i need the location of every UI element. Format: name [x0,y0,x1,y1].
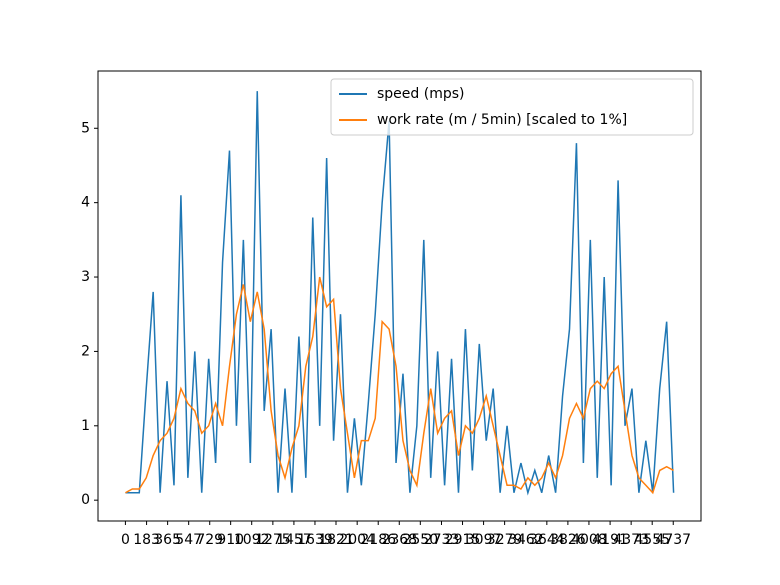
x-tick-label: 3462 [508,532,544,548]
x-tick-label: 183 [133,532,160,548]
x-tick-label: 3826 [550,532,586,548]
x-tick-label: 910 [217,532,244,548]
plot-frame [97,70,702,522]
x-tick-label: 3097 [466,532,502,548]
y-tick-label: 2 [81,343,90,359]
y-tick-label: 1 [81,418,90,434]
x-tick-label: 1639 [297,532,333,548]
x-tick-label: 2186 [360,532,396,548]
y-tick-label: 4 [81,195,90,211]
x-tick-label: 2550 [402,532,438,548]
x-tick-label: 1457 [276,532,312,548]
x-tick-label: 729 [196,532,223,548]
legend-label: work rate (m / 5min) [scaled to 1%] [377,112,627,128]
x-tick-label: 2004 [339,532,375,548]
x-tick-label: 365 [154,532,181,548]
y-tick-label: 0 [81,492,90,508]
x-tick-label: 2915 [445,532,481,548]
x-tick-label: 547 [175,532,202,548]
x-tick-label: 0 [121,532,130,548]
y-tick-label: 5 [81,120,90,136]
series-line [125,276,674,495]
y-tick-label: 3 [81,269,90,285]
x-tick-label: 3279 [487,532,523,548]
x-tick-label: 2368 [381,532,417,548]
legend-label: speed (mps) [377,86,465,102]
x-tick-label: 2733 [424,532,460,548]
x-tick-label: 4373 [613,532,649,548]
series-line [125,91,675,496]
x-tick-label: 3644 [529,532,565,548]
x-tick-label: 1275 [255,532,291,548]
legend-box [330,78,694,136]
x-tick-label: 4008 [571,532,607,548]
x-tick-label: 1821 [318,532,354,548]
x-tick-label: 4191 [592,532,628,548]
x-tick-label: 4737 [655,532,691,548]
x-tick-label: 1092 [234,532,270,548]
x-tick-label: 4555 [634,532,670,548]
